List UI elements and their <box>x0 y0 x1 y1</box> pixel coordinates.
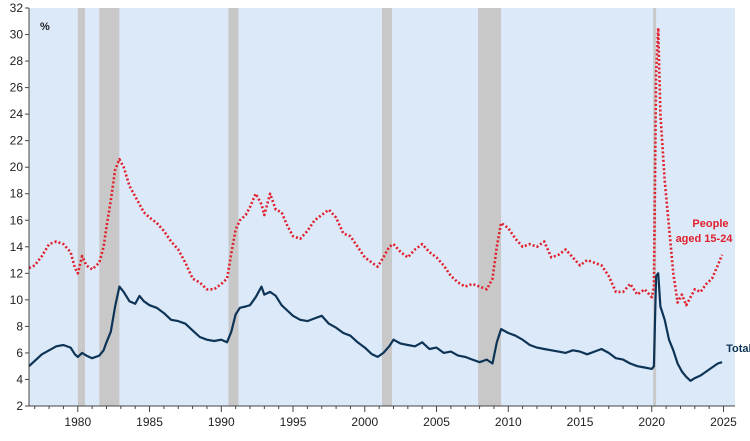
series-label-total: Total <box>726 343 750 355</box>
x-tick-label: 2005 <box>423 415 450 429</box>
series-label-youth-line1: People <box>692 218 728 230</box>
recession-band <box>653 8 657 406</box>
x-tick-label: 1980 <box>64 415 91 429</box>
x-tick-label: 2020 <box>638 415 665 429</box>
y-tick-label: 6 <box>16 346 23 360</box>
series-label-youth-line2: aged 15-24 <box>676 233 734 245</box>
x-tick-label: 2015 <box>567 415 594 429</box>
y-tick-label: 2 <box>16 399 23 413</box>
recession-band <box>228 8 239 406</box>
y-tick-label: 32 <box>10 1 24 15</box>
y-tick-label: 18 <box>10 187 24 201</box>
x-axis-ticks: 1980 1985 1990 1995 2000 2005 2010 2015 2020 2025 <box>34 406 737 429</box>
y-tick-label: 10 <box>10 293 24 307</box>
y-tick-label: 30 <box>10 28 24 42</box>
series-line-total <box>28 272 723 382</box>
x-tick-label: 1990 <box>208 415 235 429</box>
y-tick-label: 8 <box>16 319 23 333</box>
y-tick-label: 28 <box>10 54 24 68</box>
x-tick-label: 2025 <box>710 415 737 429</box>
y-tick-label: 12 <box>10 266 24 280</box>
y-tick-label: 16 <box>10 213 24 227</box>
recession-bands <box>77 8 657 406</box>
y-tick-label: 26 <box>10 81 24 95</box>
recession-band <box>382 8 393 406</box>
x-tick-label: 2010 <box>495 415 522 429</box>
x-tick-label: 2000 <box>351 415 378 429</box>
recession-band <box>77 8 85 406</box>
y-tick-label: 24 <box>10 107 24 121</box>
y-tick-label: 22 <box>10 134 24 148</box>
y-tick-label: 14 <box>10 240 24 254</box>
series-label-youth: People aged 15-24 <box>676 218 734 245</box>
series-lines <box>28 26 724 382</box>
recession-band <box>478 8 502 406</box>
y-tick-label: 20 <box>10 160 24 174</box>
unit-label: % <box>40 21 50 33</box>
x-tick-label: 1995 <box>280 415 307 429</box>
y-tick-label: 4 <box>16 372 23 386</box>
x-tick-label: 1985 <box>136 415 163 429</box>
